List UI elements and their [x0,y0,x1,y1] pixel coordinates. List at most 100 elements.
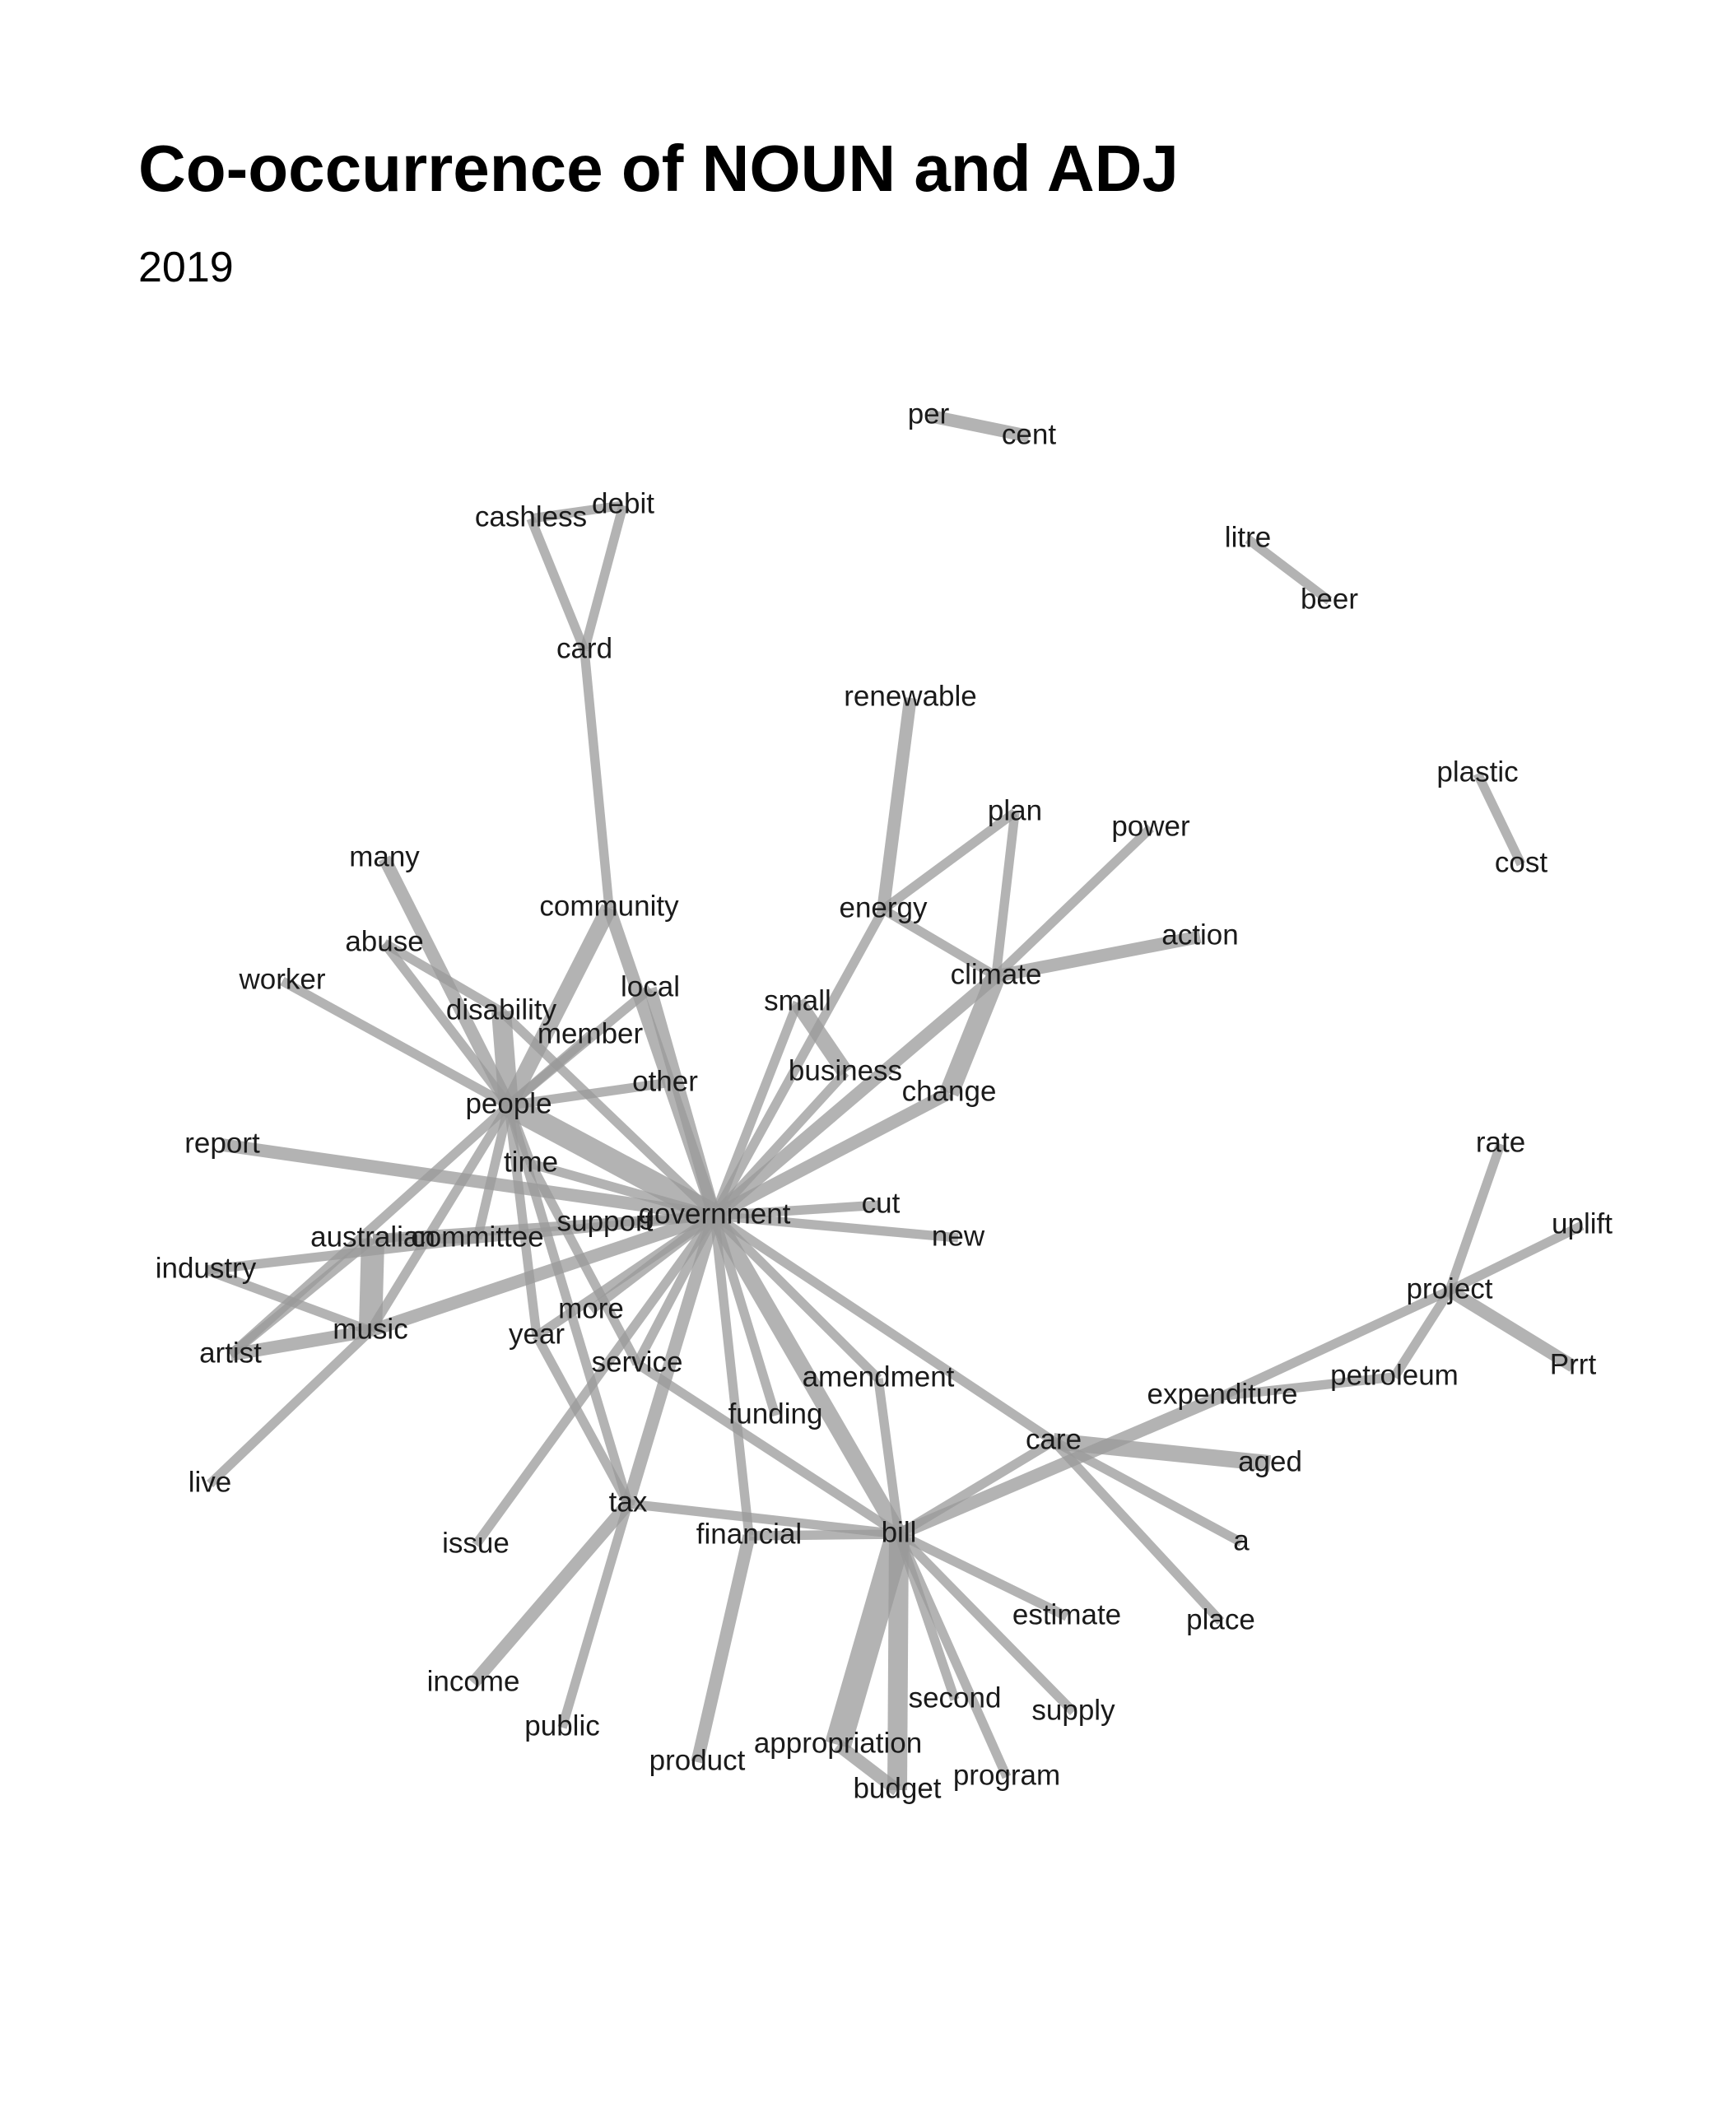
edge-power-climate [993,824,1154,980]
node-label-industry: industry [156,1252,257,1284]
node-label-disability: disability [446,993,557,1026]
node-label-second: second [909,1681,1002,1714]
edge-time-government [529,1159,716,1221]
edge-local-government [644,986,721,1218]
node-label-program: program [953,1759,1060,1791]
edge-small-government [710,1000,803,1218]
node-label-energy: energy [839,891,928,923]
node-label-power: power [1111,810,1190,842]
node-label-product: product [649,1744,746,1776]
edge-people-tax [504,1104,633,1505]
node-label-estimate: estimate [1012,1598,1121,1630]
node-label-financial: financial [696,1518,802,1550]
node-label-amendment: amendment [803,1360,955,1393]
edge-energy-climate [881,905,998,980]
node-label-tax: tax [609,1486,648,1518]
node-label-plastic: plastic [1436,756,1518,788]
edge-bill-expenditure [896,1389,1226,1541]
node-label-debit: debit [592,487,654,519]
node-label-place: place [1186,1603,1255,1635]
node-label-abuse: abuse [345,925,423,957]
node-label-committee: committee [411,1221,543,1253]
edge-per-cent [927,409,1031,443]
node-label-climate: climate [951,958,1042,990]
edge-litre-beer [1245,535,1333,605]
edge-live-music [207,1327,374,1488]
node-label-expenditure: expenditure [1147,1378,1298,1410]
node-label-plan: plan [988,794,1042,826]
edge-bill-budget [887,1533,909,1791]
edge-appropriation-budget [834,1739,901,1796]
node-label-renewable: renewable [844,680,977,712]
edge-card-community [579,649,614,909]
edge-government-care [711,1212,1057,1445]
edge-people-music [366,1103,513,1333]
edge-bill-program [894,1532,1012,1779]
edge-business-government [710,1069,849,1219]
edge-service-bill [634,1360,902,1538]
node-label-new: new [932,1220,985,1252]
edge-government-bill [707,1212,906,1538]
edge-industry-committee [205,1234,478,1275]
node-label-public: public [524,1709,599,1742]
edge-amendment-bill [873,1378,904,1535]
node-label-bill: bill [882,1516,917,1548]
node-label-more: more [558,1292,624,1324]
chart-subtitle: 2019 [138,244,234,291]
node-label-people: people [465,1087,552,1119]
edge-plan-climate [991,812,1020,977]
edge-government-committee [477,1211,715,1244]
node-label-many: many [349,840,420,872]
edge-bill-supply [895,1531,1077,1715]
edge-bill-estimate [896,1529,1069,1621]
edge-rate-project [1445,1142,1506,1292]
node-label-business: business [789,1054,902,1086]
edge-bill-care [896,1437,1056,1538]
edge-other-people [508,1078,666,1110]
edge-climate-change [939,972,1006,1097]
edge-care-aged [1052,1433,1272,1472]
edge-Prrt-project [1445,1285,1577,1372]
edge-abuse-people [380,940,513,1109]
node-label-project: project [1406,1272,1492,1305]
node-label-member: member [538,1017,644,1049]
edge-abuse-disability [382,939,504,1016]
edge-government-year [533,1212,718,1340]
node-label-artist: artist [199,1337,262,1369]
edge-bill-appropriation [825,1530,912,1749]
node-label-litre: litre [1225,521,1271,553]
edge-community-people [501,904,617,1109]
edge-renewable-energy [877,697,917,910]
edge-energy-plan [880,808,1018,914]
edge-people-government [503,1095,720,1226]
node-label-local: local [621,970,680,1002]
edge-government-issue [472,1212,719,1548]
node-label-per: per [908,398,950,430]
node-label-card: card [556,632,612,664]
node-label-worker: worker [238,963,325,995]
edge-government-amendment [710,1212,882,1383]
node-label-a: a [1233,1524,1250,1556]
node-label-cashless: cashless [475,500,587,533]
edge-expenditure-petroleum [1222,1372,1395,1401]
edge-member-people [505,1031,593,1109]
edge-report-government [221,1138,716,1222]
edge-care-a [1051,1436,1244,1547]
node-label-petroleum: petroleum [1330,1359,1459,1391]
edge-debit-card [579,504,628,652]
edge-plastic-cost [1473,771,1526,867]
edge-cashless-debit [530,500,624,523]
node-label-support: support [557,1205,654,1237]
node-label-small: small [764,984,831,1016]
node-label-aged: aged [1238,1445,1302,1477]
label-layer: per cent cashless debit card litre beer renewab… [156,398,1613,1804]
node-label-appropriation: appropriation [754,1727,922,1759]
edge-cashless-card [526,516,589,653]
edge-artist-music [229,1324,372,1361]
edge-tax-public [557,1502,633,1729]
node-label-beer: beer [1301,583,1358,615]
node-label-funding: funding [728,1398,823,1430]
node-label-cost: cost [1495,846,1548,878]
chart-title: Co-occurrence of NOUN and ADJ [138,132,1179,205]
node-label-service: service [592,1346,683,1378]
